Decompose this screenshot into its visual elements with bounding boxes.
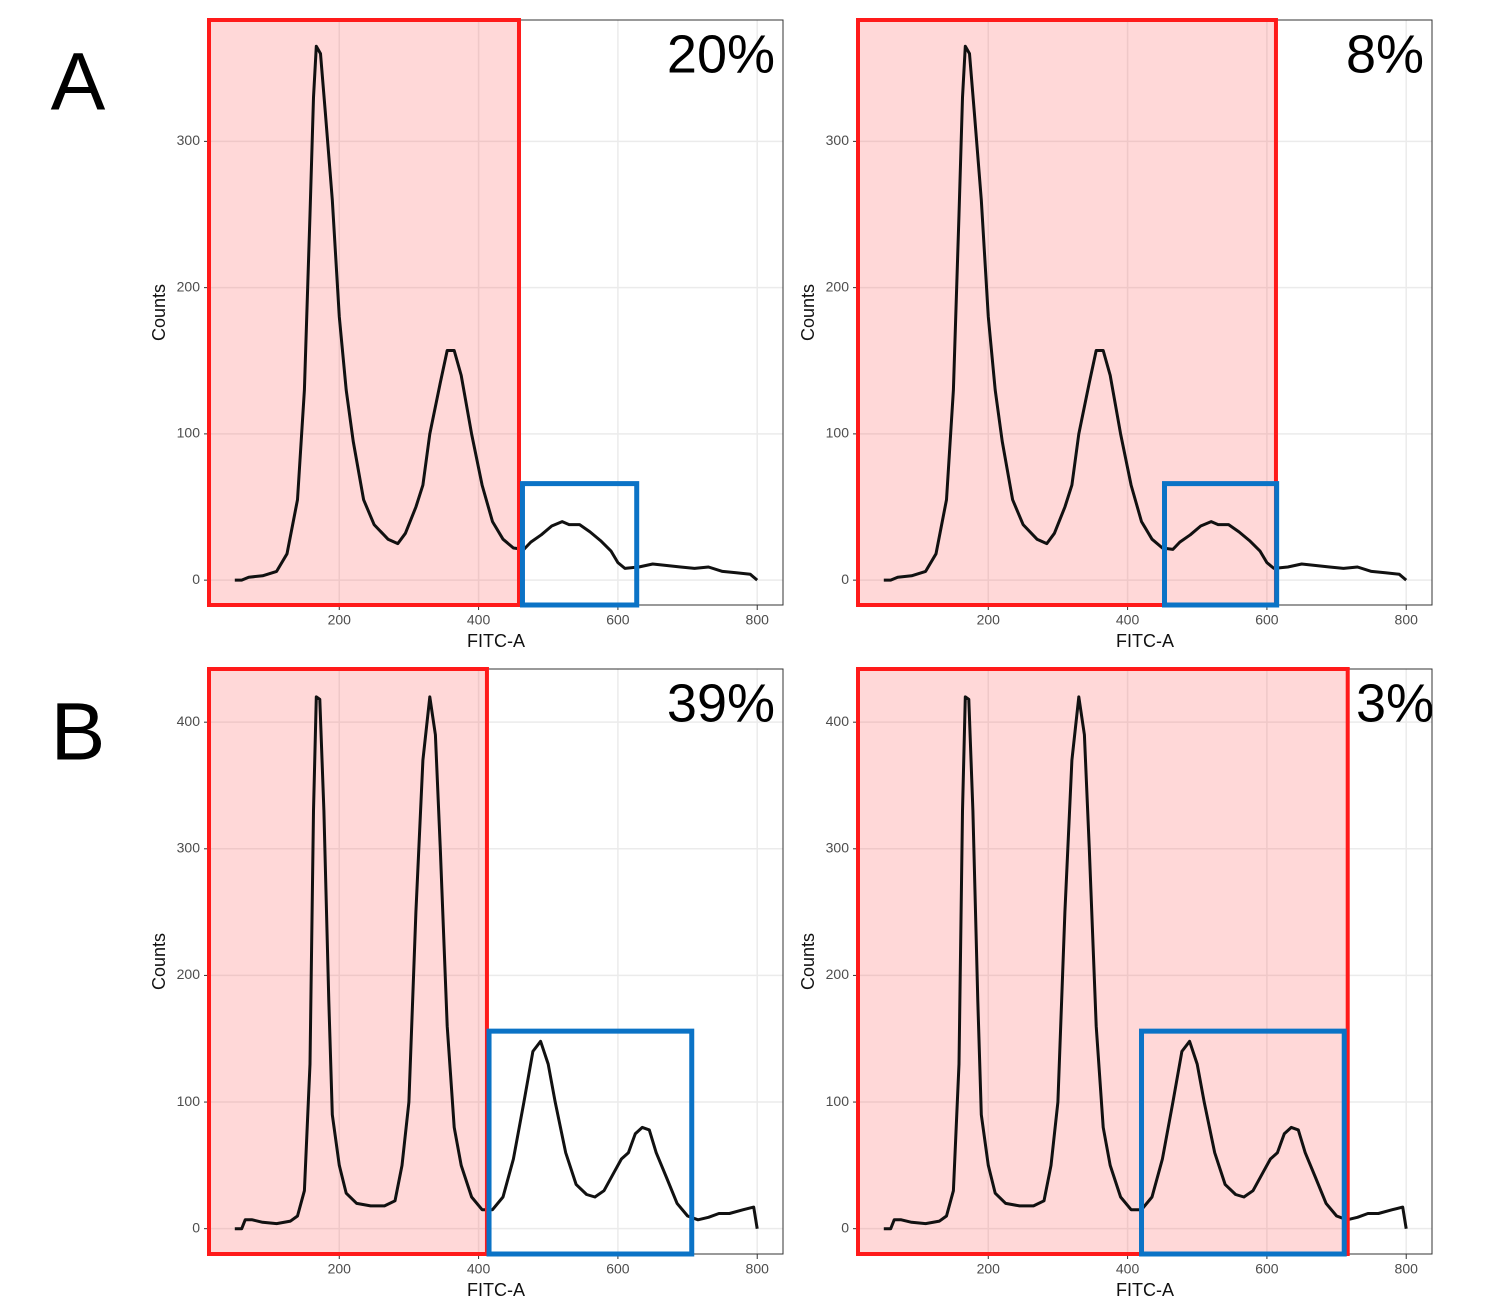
y-tick-label: 200 bbox=[177, 966, 201, 982]
x-tick-label: 400 bbox=[467, 1261, 491, 1277]
histogram-line bbox=[883, 44, 1408, 582]
gate bbox=[1162, 481, 1280, 608]
x-tick-label: 200 bbox=[328, 612, 352, 628]
plot-background bbox=[209, 20, 783, 605]
y-tick-label: 200 bbox=[826, 966, 850, 982]
gate bbox=[207, 18, 521, 607]
x-tick-label: 400 bbox=[467, 612, 491, 628]
annotation: 3% bbox=[1356, 673, 1434, 733]
y-tick-label: 100 bbox=[177, 425, 201, 441]
histogram-line bbox=[883, 695, 1408, 1231]
x-tick-label: 800 bbox=[1395, 1261, 1419, 1277]
x-tick-label: 800 bbox=[746, 612, 770, 628]
y-tick-label: 300 bbox=[177, 840, 201, 856]
panel-label: A bbox=[51, 37, 106, 128]
x-tick-label: 600 bbox=[606, 612, 630, 628]
panel-label: B bbox=[51, 687, 106, 778]
x-axis-title: FITC-A bbox=[467, 631, 525, 651]
plot-background bbox=[858, 20, 1432, 605]
y-tick-label: 0 bbox=[841, 1219, 849, 1235]
x-tick-label: 400 bbox=[1116, 612, 1140, 628]
y-tick-label: 0 bbox=[841, 571, 849, 587]
x-tick-label: 200 bbox=[977, 612, 1001, 628]
x-tick-label: 400 bbox=[1116, 1261, 1140, 1277]
y-axis-title: Counts bbox=[798, 933, 818, 990]
x-tick-label: 200 bbox=[977, 1261, 1001, 1277]
y-tick-label: 100 bbox=[826, 1093, 850, 1109]
y-axis-title: Counts bbox=[798, 284, 818, 341]
y-tick-label: 200 bbox=[177, 278, 201, 294]
annotation: 20% bbox=[667, 24, 775, 84]
y-tick-label: 0 bbox=[192, 571, 200, 587]
gate bbox=[856, 18, 1278, 607]
x-tick-label: 800 bbox=[1395, 612, 1419, 628]
x-axis-title: FITC-A bbox=[1116, 631, 1174, 651]
y-tick-label: 200 bbox=[826, 278, 850, 294]
annotation: 8% bbox=[1346, 24, 1424, 84]
x-tick-label: 600 bbox=[606, 1261, 630, 1277]
gate bbox=[1139, 1028, 1347, 1257]
gate bbox=[519, 481, 640, 608]
x-tick-label: 600 bbox=[1255, 1261, 1279, 1277]
x-axis-title: FITC-A bbox=[1116, 1280, 1174, 1300]
gate-fill bbox=[209, 669, 487, 1254]
gate bbox=[856, 667, 1350, 1256]
y-tick-label: 0 bbox=[192, 1219, 200, 1235]
x-tick-label: 200 bbox=[328, 1261, 352, 1277]
annotation: 39% bbox=[667, 673, 775, 733]
histogram-line bbox=[234, 695, 759, 1231]
y-axis-title: Counts bbox=[149, 933, 169, 990]
x-tick-label: 600 bbox=[1255, 612, 1279, 628]
y-tick-label: 300 bbox=[826, 132, 850, 148]
y-axis-title: Counts bbox=[149, 284, 169, 341]
gate-fill bbox=[209, 20, 519, 605]
gate-fill bbox=[858, 669, 1348, 1254]
gate-fill bbox=[858, 20, 1276, 605]
y-tick-label: 400 bbox=[826, 713, 850, 729]
x-axis-title: FITC-A bbox=[467, 1280, 525, 1300]
y-tick-label: 300 bbox=[177, 132, 201, 148]
y-tick-label: 300 bbox=[826, 840, 850, 856]
gate bbox=[486, 1028, 695, 1257]
y-tick-label: 100 bbox=[177, 1093, 201, 1109]
y-tick-label: 400 bbox=[177, 713, 201, 729]
gate bbox=[207, 667, 489, 1256]
y-tick-label: 100 bbox=[826, 425, 850, 441]
x-tick-label: 800 bbox=[746, 1261, 770, 1277]
